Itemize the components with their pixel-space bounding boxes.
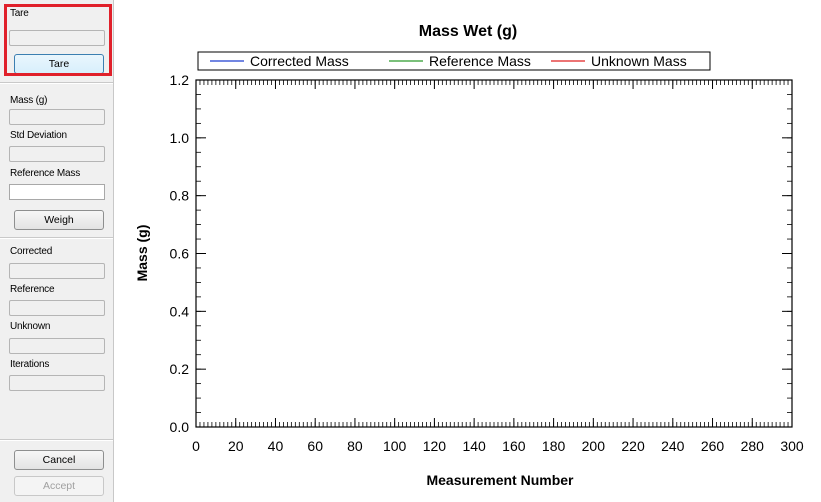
y-tick-label: 1.0 xyxy=(170,130,190,146)
x-tick-label: 180 xyxy=(542,438,566,454)
tare-value-field xyxy=(9,30,105,46)
separator xyxy=(0,237,113,239)
chart-title: Mass Wet (g) xyxy=(419,23,517,40)
x-tick-label: 160 xyxy=(502,438,526,454)
reference-field xyxy=(9,300,105,316)
unknown-field xyxy=(9,338,105,354)
highlight-box xyxy=(4,4,112,76)
y-tick-label: 0.6 xyxy=(170,246,190,262)
x-tick-label: 0 xyxy=(192,438,200,454)
y-tick-label: 1.2 xyxy=(170,72,190,88)
control-panel: Tare Tare Mass (g) Std Deviation Referen… xyxy=(0,0,114,502)
x-tick-label: 60 xyxy=(307,438,323,454)
iterations-field xyxy=(9,375,105,391)
mass-label: Mass (g) xyxy=(10,95,48,106)
x-axis-label: Measurement Number xyxy=(426,472,574,488)
mass-chart: Mass Wet (g) Corrected Mass Reference Mas… xyxy=(134,23,804,488)
x-tick-label: 260 xyxy=(701,438,725,454)
std-deviation-label: Std Deviation xyxy=(10,130,67,141)
x-tick-label: 140 xyxy=(462,438,486,454)
legend-entry: Reference Mass xyxy=(429,53,531,69)
std-deviation-field xyxy=(9,146,105,162)
x-tick-label: 120 xyxy=(423,438,447,454)
corrected-field xyxy=(9,263,105,279)
legend-entry: Corrected Mass xyxy=(250,53,349,69)
cancel-button[interactable]: Cancel xyxy=(14,450,104,470)
y-tick-label: 0.8 xyxy=(170,188,190,204)
x-tick-label: 300 xyxy=(780,438,804,454)
y-axis-label: Mass (g) xyxy=(134,225,150,282)
mass-value-field xyxy=(9,109,105,125)
x-tick-label: 240 xyxy=(661,438,685,454)
x-tick-label: 40 xyxy=(268,438,284,454)
x-tick-label: 200 xyxy=(582,438,606,454)
legend-entry: Unknown Mass xyxy=(591,53,687,69)
unknown-label: Unknown xyxy=(10,321,51,332)
x-tick-label: 20 xyxy=(228,438,244,454)
iterations-label: Iterations xyxy=(10,359,50,370)
plot-area xyxy=(195,79,793,428)
corrected-label: Corrected xyxy=(10,246,53,257)
x-tick-label: 280 xyxy=(741,438,765,454)
reference-mass-label: Reference Mass xyxy=(10,168,81,179)
reference-mass-input[interactable] xyxy=(9,184,105,200)
weigh-button[interactable]: Weigh xyxy=(14,210,104,230)
tare-label: Tare xyxy=(10,8,29,19)
separator xyxy=(0,82,113,84)
legend xyxy=(197,51,711,71)
separator xyxy=(0,439,113,441)
y-tick-label: 0.2 xyxy=(170,361,190,377)
x-tick-label: 100 xyxy=(383,438,407,454)
x-tick-label: 80 xyxy=(347,438,363,454)
reference-label: Reference xyxy=(10,284,55,295)
x-tick-label: 220 xyxy=(621,438,645,454)
accept-button: Accept xyxy=(14,476,104,496)
y-tick-label: 0.0 xyxy=(170,419,190,435)
y-tick-label: 0.4 xyxy=(170,303,190,319)
